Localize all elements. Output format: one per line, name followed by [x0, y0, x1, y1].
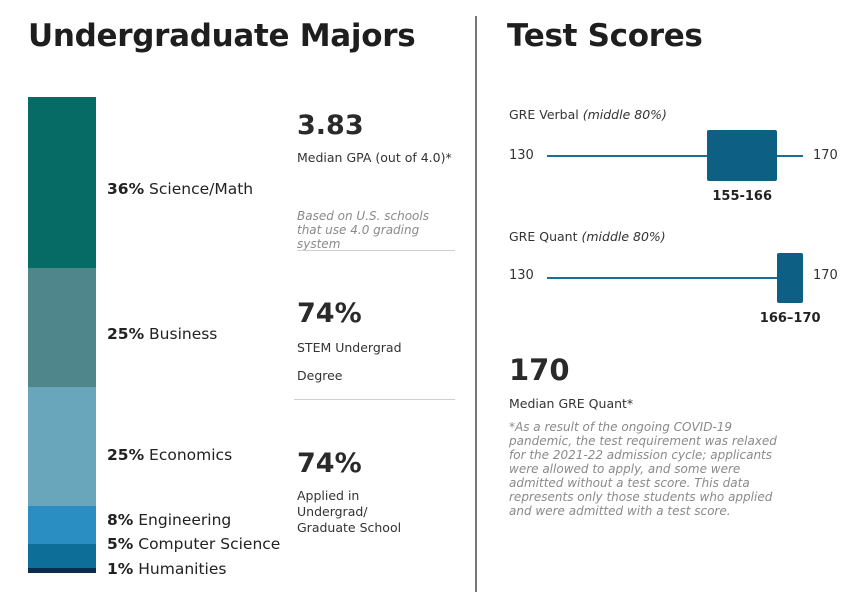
median-gre-quant-label: Median GRE Quant* — [509, 396, 634, 411]
gre-verbal-range-label: 155-166 — [712, 189, 773, 204]
majors-title: Undergraduate Majors — [28, 18, 416, 54]
major-label-business: 25% Business — [107, 325, 218, 343]
major-label-economics: 25% Economics — [107, 446, 233, 464]
majors-segment-business — [28, 268, 96, 388]
gre-quant-range-label: 166–170 — [759, 311, 821, 326]
major-label-humanities: 1% Humanities — [107, 560, 227, 578]
gpa-description: Median GPA (out of 4.0)* — [297, 150, 452, 165]
stem-description: STEM Undergrad Degree — [297, 340, 402, 383]
gre-verbal-range-box — [707, 130, 778, 181]
applied-description: Applied in Undergrad/ Graduate School — [297, 488, 402, 535]
column-divider — [475, 16, 477, 592]
stem-value: 74% — [297, 298, 362, 329]
gre-quant-title: GRE Quant (middle 80%) — [509, 229, 666, 244]
covid-footnote: *As a result of the ongoing COVID-19 pan… — [509, 420, 777, 518]
gre-quant-axis-line — [547, 277, 803, 279]
gpa-value: 3.83 — [297, 110, 364, 141]
gre-verbal-min-label: 130 — [509, 148, 534, 163]
gre-quant-min-label: 130 — [509, 268, 534, 283]
major-label-computer-science: 5% Computer Science — [107, 535, 281, 553]
gre-quant-max-label: 170 — [813, 268, 838, 283]
applied-value: 74% — [297, 448, 362, 479]
majors-segment-science-math — [28, 97, 96, 269]
majors-segment-computer-science — [28, 544, 96, 569]
gre-verbal-axis-line — [547, 155, 803, 157]
gre-verbal-title: GRE Verbal (middle 80%) — [509, 107, 667, 122]
gre-verbal-max-label: 170 — [813, 148, 838, 163]
majors-stacked-bar — [28, 97, 96, 573]
gpa-divider — [297, 250, 455, 251]
gpa-note: Based on U.S. schools that use 4.0 gradi… — [297, 209, 429, 251]
major-label-engineering: 8% Engineering — [107, 511, 232, 529]
majors-segment-economics — [28, 387, 96, 507]
test-scores-title: Test Scores — [507, 18, 703, 54]
majors-segment-humanities — [28, 568, 96, 573]
gre-quant-range-box — [777, 253, 803, 303]
major-label-science-math: 36% Science/Math — [107, 180, 254, 198]
majors-segment-engineering — [28, 506, 96, 545]
median-gre-quant-value: 170 — [509, 353, 570, 387]
stem-divider — [294, 399, 455, 400]
